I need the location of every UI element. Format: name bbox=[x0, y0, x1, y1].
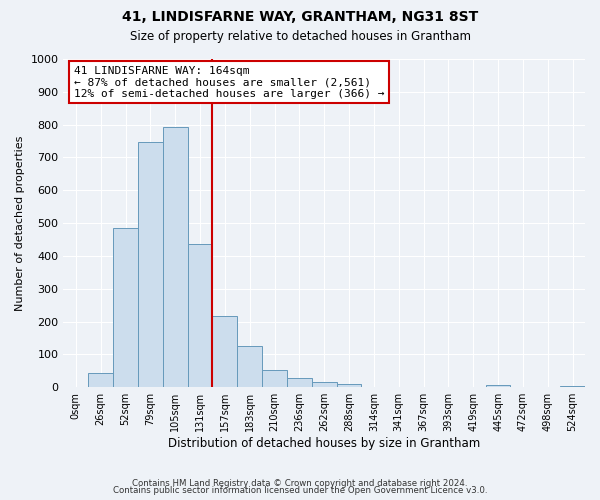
Bar bbox=[337, 384, 361, 387]
Bar bbox=[560, 386, 585, 387]
Text: Contains public sector information licensed under the Open Government Licence v3: Contains public sector information licen… bbox=[113, 486, 487, 495]
Bar bbox=[188, 244, 212, 387]
Bar bbox=[113, 228, 138, 387]
Bar bbox=[485, 384, 511, 387]
Text: 41, LINDISFARNE WAY, GRANTHAM, NG31 8ST: 41, LINDISFARNE WAY, GRANTHAM, NG31 8ST bbox=[122, 10, 478, 24]
Bar bbox=[163, 127, 188, 387]
Bar bbox=[212, 316, 237, 387]
Text: Size of property relative to detached houses in Grantham: Size of property relative to detached ho… bbox=[130, 30, 470, 43]
Text: 41 LINDISFARNE WAY: 164sqm
← 87% of detached houses are smaller (2,561)
12% of s: 41 LINDISFARNE WAY: 164sqm ← 87% of deta… bbox=[74, 66, 385, 99]
Y-axis label: Number of detached properties: Number of detached properties bbox=[15, 136, 25, 311]
Bar bbox=[262, 370, 287, 387]
Bar bbox=[287, 378, 312, 387]
Bar bbox=[138, 142, 163, 387]
X-axis label: Distribution of detached houses by size in Grantham: Distribution of detached houses by size … bbox=[168, 437, 481, 450]
Bar bbox=[312, 382, 337, 387]
Bar bbox=[237, 346, 262, 387]
Text: Contains HM Land Registry data © Crown copyright and database right 2024.: Contains HM Land Registry data © Crown c… bbox=[132, 478, 468, 488]
Bar bbox=[88, 374, 113, 387]
